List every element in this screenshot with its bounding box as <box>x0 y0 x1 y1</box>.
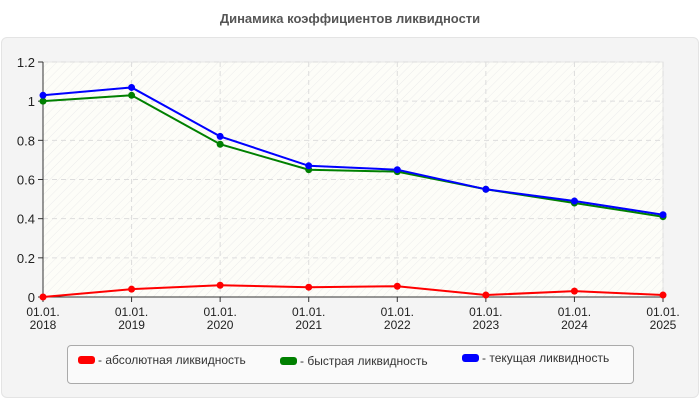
data-point[interactable] <box>482 291 490 299</box>
y-tick-label: 0 <box>28 290 35 305</box>
data-point[interactable] <box>216 140 224 148</box>
x-tick-label: 2021 <box>295 318 322 332</box>
y-tick-label: 0.2 <box>17 251 35 266</box>
data-point[interactable] <box>305 283 313 291</box>
data-point[interactable] <box>39 293 47 301</box>
data-point[interactable] <box>216 281 224 289</box>
data-point[interactable] <box>659 211 667 219</box>
legend: - абсолютная ликвидность - быстрая ликви… <box>67 345 634 384</box>
y-tick-label: 0.8 <box>17 133 35 148</box>
data-point[interactable] <box>39 97 47 105</box>
data-point[interactable] <box>570 197 578 205</box>
grid-lines <box>43 61 664 297</box>
series-lines <box>39 83 667 301</box>
data-point[interactable] <box>216 132 224 140</box>
legend-label: - текущая ликвидность <box>482 351 610 365</box>
y-tick-label: 1 <box>28 94 35 109</box>
data-point[interactable] <box>128 285 136 293</box>
legend-swatch-green <box>280 357 297 365</box>
x-tick-label: 01.01. <box>646 305 679 319</box>
series-line <box>42 86 664 216</box>
chart-title: Динамика коэффициентов ликвидности <box>219 11 481 26</box>
x-tick-label: 2022 <box>384 318 411 332</box>
x-tick-label: 2019 <box>118 318 145 332</box>
legend-item-current: - текущая ликвидность <box>462 351 609 365</box>
x-tick-label: 01.01. <box>115 305 148 319</box>
legend-label: - абсолютная ликвидность <box>98 353 246 367</box>
data-point[interactable] <box>305 162 313 170</box>
x-tick-label: 01.01. <box>203 305 236 319</box>
y-tick-label: 0.4 <box>17 212 35 227</box>
x-tick-label: 2020 <box>207 318 234 332</box>
data-point[interactable] <box>570 287 578 295</box>
x-tick-label: 2024 <box>561 318 588 332</box>
legend-item-quick: - быстрая ликвидность <box>280 354 428 368</box>
series-line <box>42 284 664 298</box>
data-point[interactable] <box>393 166 401 174</box>
legend-swatch-red <box>78 356 95 364</box>
axes: 00.20.40.60.811.201.01.201801.01.201901.… <box>17 55 680 332</box>
x-tick-label: 01.01. <box>558 305 591 319</box>
legend-label: - быстрая ликвидность <box>300 354 428 368</box>
x-tick-label: 2025 <box>650 318 677 332</box>
legend-swatch-blue <box>462 354 479 362</box>
y-tick-label: 0.6 <box>17 173 35 188</box>
series-line <box>42 94 664 218</box>
y-tick-label: 1.2 <box>17 55 35 70</box>
x-tick-label: 01.01. <box>292 305 325 319</box>
data-point[interactable] <box>482 185 490 193</box>
data-point[interactable] <box>128 91 136 99</box>
data-point[interactable] <box>128 83 136 91</box>
x-tick-label: 01.01. <box>26 305 59 319</box>
x-tick-label: 01.01. <box>469 305 502 319</box>
x-tick-label: 01.01. <box>381 305 414 319</box>
data-point[interactable] <box>39 91 47 99</box>
legend-item-absolute: - абсолютная ликвидность <box>78 353 246 367</box>
data-point[interactable] <box>393 282 401 290</box>
x-tick-label: 2018 <box>30 318 57 332</box>
data-point[interactable] <box>659 291 667 299</box>
x-tick-label: 2023 <box>473 318 500 332</box>
